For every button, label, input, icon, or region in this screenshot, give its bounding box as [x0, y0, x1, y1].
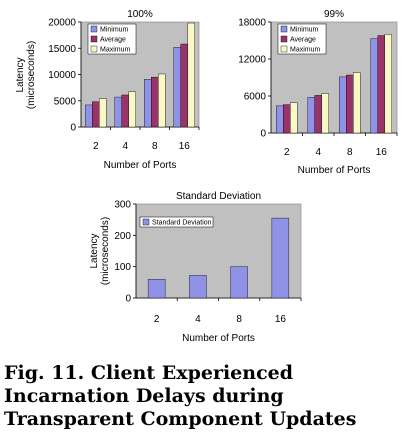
- x-tick-label: 4: [315, 147, 321, 158]
- y-tick-label: 12000: [238, 55, 266, 66]
- chart-99-percent-svg: 99% 0 6000 12000 18000 2 4 8 16 Number of Ports Mi…: [238, 9, 398, 176]
- legend-swatch-maximum: [90, 45, 98, 53]
- chart-standard-deviation: Standard Deviation 0 100 200 300 2 4 8 16 Number …: [0, 180, 419, 350]
- legend-label-minimum: Minimum: [100, 27, 129, 34]
- y-tick-label: 15000: [48, 44, 76, 55]
- bar-maximum-8: [353, 72, 361, 134]
- x-tick-label: 4: [195, 314, 201, 325]
- y-tick-label: 10000: [48, 70, 76, 81]
- figure-caption-text: Client Experienced Incarnation Delays du…: [4, 362, 357, 430]
- x-tick-label: 2: [93, 141, 99, 152]
- y-tick-label: 200: [114, 231, 131, 242]
- x-axis-label: Number of Ports: [104, 160, 177, 171]
- bar-standard-deviation-16: [271, 217, 290, 299]
- legend-swatch-average: [280, 35, 288, 43]
- x-axis-label: Number of Ports: [298, 165, 371, 176]
- y-tick-label: 0: [125, 294, 131, 305]
- bar-minimum-16: [173, 47, 181, 128]
- legend-label-minimum: Minimum: [290, 27, 319, 34]
- legend-label-maximum: Maximum: [100, 47, 131, 54]
- legend-swatch-average: [90, 35, 98, 43]
- y-tick-label: 6000: [244, 92, 267, 103]
- x-tick-label: 8: [236, 314, 242, 325]
- figure-caption: Fig. 11. Client Experienced Incarnation …: [4, 362, 412, 431]
- bar-average-8: [346, 74, 354, 134]
- y-axis-label: Latency(microseconds): [15, 41, 37, 109]
- bar-minimum-16: [370, 38, 378, 134]
- bar-minimum-2: [276, 105, 284, 134]
- legend-label-standard-deviation: Standard Deviation: [152, 220, 212, 227]
- chart-title: 99%: [324, 9, 344, 20]
- bar-average-16: [180, 43, 188, 128]
- x-tick-label: 2: [284, 147, 290, 158]
- y-tick-label: 100: [114, 262, 131, 273]
- legend-box: [139, 216, 214, 228]
- chart-title: 100%: [127, 9, 153, 20]
- bar-minimum-2: [85, 104, 93, 128]
- y-tick-label: 5000: [54, 96, 77, 107]
- bar-minimum-4: [114, 96, 122, 128]
- x-tick-label: 16: [179, 141, 191, 152]
- bar-maximum-2: [99, 98, 107, 128]
- bar-average-4: [314, 95, 322, 134]
- bar-average-16: [377, 35, 385, 134]
- y-tick-label: 300: [114, 200, 131, 211]
- x-tick-label: 8: [152, 141, 158, 152]
- y-axis-label: Latency(microseconds): [89, 217, 111, 285]
- y-tick-label: 0: [260, 129, 266, 140]
- bar-average-4: [121, 94, 129, 128]
- legend-label-maximum: Maximum: [290, 47, 321, 54]
- x-tick-label: 16: [376, 147, 388, 158]
- x-tick-label: 2: [154, 314, 160, 325]
- legend-label-average: Average: [290, 37, 316, 44]
- bar-minimum-4: [307, 97, 315, 134]
- bar-minimum-8: [144, 79, 152, 128]
- bar-standard-deviation-2: [147, 278, 166, 299]
- bar-standard-deviation-8: [230, 266, 248, 299]
- bar-average-8: [151, 76, 159, 128]
- bar-maximum-4: [321, 93, 329, 134]
- y-tick-label: 0: [70, 123, 76, 134]
- bar-maximum-2: [290, 102, 298, 134]
- x-tick-label: 8: [347, 147, 353, 158]
- bar-maximum-16: [384, 34, 392, 134]
- chart-100-percent: 100% 0 5000 10000 15000 20000 2 4 8 16 Number of P…: [0, 0, 210, 180]
- x-axis-label: Number of Ports: [182, 333, 255, 344]
- bar-average-2: [92, 101, 100, 128]
- x-tick-label: 4: [122, 141, 128, 152]
- bar-maximum-4: [128, 91, 136, 128]
- bar-minimum-8: [339, 76, 347, 134]
- legend-swatch-standard-deviation: [142, 218, 150, 226]
- x-tick-label: 16: [275, 314, 287, 325]
- bar-average-2: [283, 104, 291, 134]
- bar-standard-deviation-4: [189, 275, 207, 299]
- legend-label-average: Average: [100, 37, 126, 44]
- y-tick-label: 18000: [238, 18, 266, 29]
- bar-maximum-8: [158, 73, 166, 128]
- figure-caption-label: Fig. 11.: [4, 362, 85, 384]
- legend-swatch-minimum: [90, 25, 98, 33]
- chart-title: Standard Deviation: [176, 191, 261, 202]
- chart-standard-deviation-svg: Standard Deviation 0 100 200 300 2 4 8 16 Number …: [89, 191, 302, 344]
- chart-99-percent: 99% 0 6000 12000 18000 2 4 8 16 Number of Ports Mi…: [210, 0, 419, 180]
- legend-swatch-maximum: [280, 45, 288, 53]
- y-tick-label: 20000: [48, 18, 76, 29]
- bar-maximum-16: [187, 22, 195, 128]
- legend-swatch-minimum: [280, 25, 288, 33]
